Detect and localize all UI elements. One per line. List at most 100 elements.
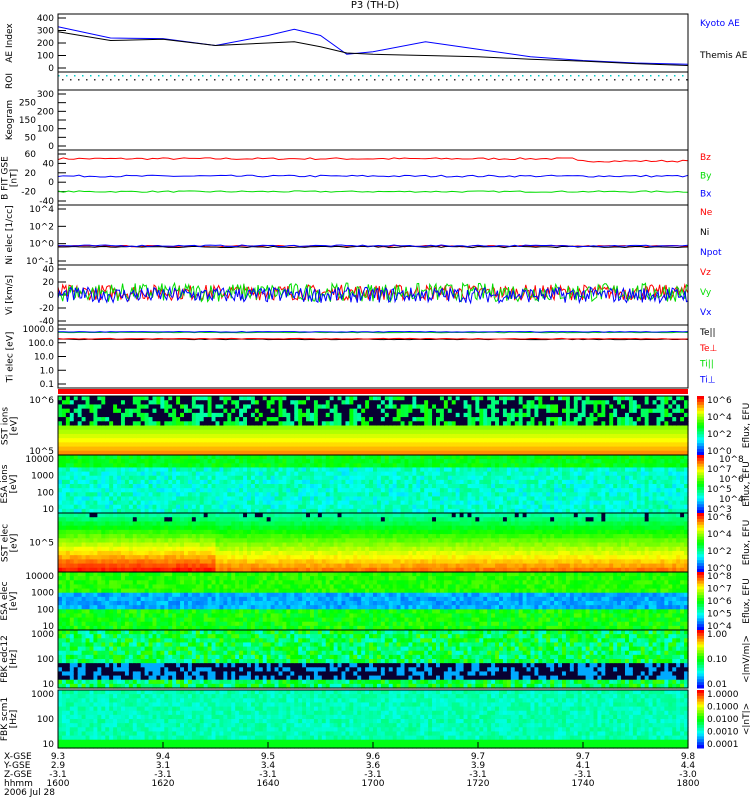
spectrogram-cell: [542, 500, 547, 506]
spectrogram-cell: [199, 484, 205, 489]
spectrogram-cell: [463, 455, 469, 460]
spectrogram-cell: [357, 459, 362, 464]
spectrogram-cell: [278, 484, 284, 489]
spectrogram-cell: [621, 475, 626, 481]
spectrogram-cell: [317, 408, 323, 414]
spectrogram-cell: [337, 429, 343, 435]
spectrogram-cell: [664, 479, 669, 485]
spectrogram-cell: [625, 471, 630, 477]
spectrogram-cell: [396, 471, 402, 477]
spectrogram-cell: [396, 400, 402, 406]
spectrogram-cell: [558, 404, 563, 410]
spectrogram-cell: [373, 446, 378, 452]
spectrogram-cell: [361, 404, 366, 410]
spectrogram-cell: [258, 408, 264, 414]
spectrogram-cell: [546, 433, 551, 439]
spectrogram-cell: [652, 467, 658, 473]
spectrogram-cell: [132, 412, 138, 418]
spectrogram-cell: [455, 471, 461, 477]
spectrogram-cell: [152, 459, 158, 464]
spectrogram-cell: [274, 492, 280, 498]
spectrogram-cell: [664, 425, 669, 431]
spectrogram-cell: [617, 455, 622, 460]
spectrogram-cell: [467, 450, 473, 456]
spectrogram-cell: [420, 450, 425, 456]
spectrogram-cell: [636, 479, 642, 485]
spectrogram-cell: [128, 417, 134, 422]
spectrogram-cell: [522, 400, 528, 406]
spectrogram-cell: [542, 412, 547, 418]
spectrogram-cell: [644, 471, 650, 477]
roi-dot: [282, 75, 284, 77]
y-tick-label: 150: [19, 116, 36, 126]
spectrogram-cell: [286, 400, 291, 406]
spectrogram-cell: [558, 475, 563, 481]
spectrogram-cell: [306, 396, 311, 401]
spectrogram-cell: [475, 471, 480, 477]
roi-dot: [510, 79, 512, 81]
roi-dot: [286, 79, 288, 81]
spectrogram-cell: [333, 463, 339, 469]
spectrogram-cell: [589, 488, 595, 493]
spectrogram-cell: [660, 463, 665, 469]
spectrogram-cell: [184, 455, 189, 460]
spectrogram-cell: [298, 404, 303, 410]
spectrogram-cell: [447, 442, 453, 448]
roi-dot: [190, 79, 192, 81]
spectrogram-cell: [648, 400, 654, 406]
spectrogram-cell: [215, 492, 221, 498]
spectrogram-cell: [471, 508, 476, 514]
spectrogram-cell: [676, 438, 681, 443]
spectrogram-cell: [621, 471, 626, 477]
spectrogram-cell: [97, 500, 102, 506]
spectrogram-cell: [463, 421, 469, 427]
spectrogram-cell: [353, 438, 358, 443]
spectrogram-cell: [113, 446, 118, 452]
spectrogram-cell: [439, 446, 445, 452]
spectrogram-cell: [254, 479, 260, 485]
spectrogram-cell: [652, 500, 658, 506]
spectrogram-cell: [93, 546, 98, 552]
spectrogram-cell: [538, 488, 543, 493]
spectrogram-cell: [136, 396, 142, 401]
spectrogram-cell: [589, 438, 595, 443]
spectrogram-cell: [613, 479, 618, 485]
spectrogram-cell: [676, 488, 681, 493]
spectrogram-cell: [404, 429, 410, 435]
spectrogram-cell: [625, 396, 630, 401]
spectrogram-cell: [546, 408, 551, 414]
spectrogram-cell: [199, 429, 205, 435]
spectrogram-cell: [522, 463, 528, 469]
spectrogram-cell: [628, 504, 634, 510]
spectrogram-cell: [73, 463, 79, 469]
spectrogram-cell: [172, 459, 177, 464]
spectrogram-cell: [262, 471, 268, 477]
spectrogram-cell: [282, 404, 287, 410]
spectrogram-cell: [191, 484, 197, 489]
spectrogram-cell: [294, 488, 299, 493]
roi-dot: [198, 79, 200, 81]
spectrogram-cell: [656, 488, 662, 493]
spectrogram-cell: [424, 421, 429, 427]
spectrogram-cell: [243, 396, 248, 401]
spectrogram-cell: [585, 412, 591, 418]
spectrogram-cell: [121, 417, 126, 422]
spectrogram-cell: [436, 429, 441, 435]
spectrogram-cell: [660, 455, 665, 460]
spectrogram-cell: [180, 484, 185, 489]
spectrogram-cell: [404, 496, 410, 502]
spectrogram-cell: [199, 488, 205, 493]
spectrogram-cell: [565, 463, 571, 469]
spectrogram-cell: [597, 496, 602, 502]
spectrogram-cell: [565, 500, 571, 506]
spectrogram-cell: [459, 479, 465, 485]
roi-dot: [426, 75, 428, 77]
spectrogram-cell: [148, 471, 154, 477]
spectrogram-cell: [514, 396, 520, 401]
spectrogram-cell: [459, 459, 465, 464]
spectrogram-cell: [577, 412, 583, 418]
spectrogram-cell: [534, 400, 539, 406]
spectrogram-cell: [191, 467, 197, 473]
spectrogram-cell: [333, 455, 339, 460]
spectrogram-cell: [310, 484, 315, 489]
